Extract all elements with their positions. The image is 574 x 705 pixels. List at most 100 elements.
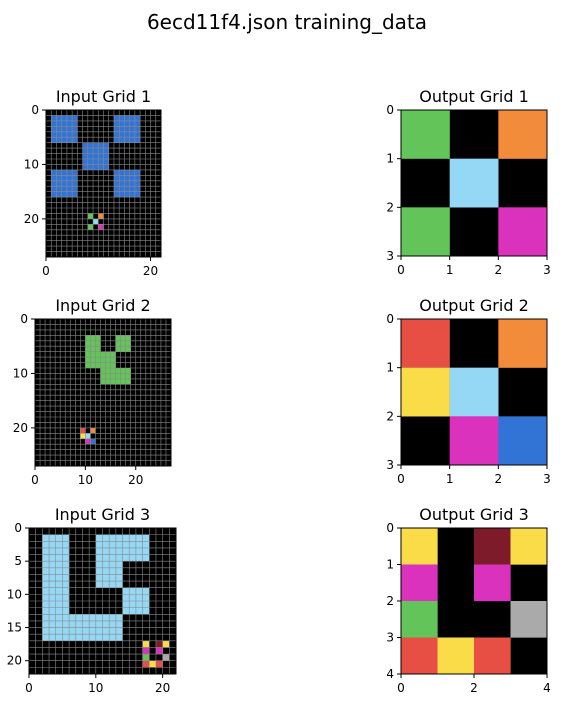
grid-cell (61, 191, 68, 198)
grid-cell (142, 594, 150, 602)
grid-cell (69, 627, 76, 635)
grid-cell (51, 120, 57, 127)
grid-cell (98, 142, 104, 149)
grid-cell (100, 362, 106, 369)
grid-cell (62, 581, 70, 588)
x-tick-label: 20 (155, 681, 170, 695)
grid-cell (72, 115, 78, 122)
grid-cell (55, 614, 63, 622)
grid-cell (105, 351, 111, 358)
grid-cell (142, 547, 150, 555)
grid-cell (87, 159, 94, 165)
grid-cell (113, 180, 120, 187)
y-tick-label: 5 (14, 554, 22, 568)
grid-cell (90, 357, 96, 363)
grid-cell (135, 607, 143, 615)
grid-cell (42, 601, 50, 608)
grid-cell (105, 378, 111, 385)
grid-cell (100, 357, 106, 363)
grid-cell (56, 131, 62, 138)
grid-cell (113, 137, 120, 143)
grid-cell (142, 647, 150, 655)
grid-cell (129, 120, 136, 127)
grid-cell (103, 164, 109, 171)
grid-cell (55, 567, 63, 575)
y-tick-label: 0 (20, 312, 28, 326)
grid-cell (42, 587, 50, 595)
grid-cell (125, 335, 131, 341)
grid-cell (61, 180, 68, 187)
grid-cell (51, 131, 57, 138)
panel-title: Output Grid 1 (419, 87, 529, 106)
grid-cell (119, 175, 125, 181)
grid-cell (119, 191, 125, 198)
grid-cell (75, 627, 83, 635)
grid-cell (134, 115, 141, 122)
grid-cell (87, 153, 94, 160)
grid-cell (69, 634, 76, 641)
grid-cell (62, 614, 70, 622)
grid-cell (129, 115, 136, 122)
grid-cell (87, 224, 94, 230)
grid-cell (115, 335, 121, 341)
grid-cell (110, 351, 116, 358)
grid-cell (103, 159, 109, 165)
grid-cell (95, 574, 103, 582)
grid-cell (115, 567, 123, 575)
grid-cell (119, 137, 125, 143)
x-tick-label: 3 (543, 263, 551, 277)
grid-cell (129, 175, 136, 181)
grid-cells (401, 319, 548, 466)
grid-cell (129, 191, 136, 198)
grid-cell (122, 547, 130, 555)
grid-cell (95, 362, 101, 369)
grid-cell (115, 561, 123, 568)
grid-cell (66, 175, 73, 181)
grid-cell (109, 614, 117, 622)
grid-cell (42, 561, 50, 568)
grid-cell (134, 169, 141, 176)
grid-cell (109, 574, 117, 582)
grid-cell (102, 567, 110, 575)
grid-cell (124, 137, 130, 143)
grid-cell (129, 601, 137, 608)
grid-cell (56, 186, 62, 192)
grid-cell (69, 614, 76, 622)
grid-cell (98, 148, 104, 154)
grid-cell (124, 120, 130, 127)
grid-cell (89, 620, 96, 628)
grid-cell (129, 186, 136, 192)
grid-cell (55, 620, 63, 628)
grid-cell (55, 574, 63, 582)
grid-cell (95, 534, 103, 542)
grid-cell (61, 115, 68, 122)
grid-cell (82, 164, 88, 171)
grid-cell (55, 547, 63, 555)
grid-cell (120, 378, 126, 385)
grid-cell (100, 373, 106, 380)
grid-cell (129, 547, 137, 555)
y-tick-label: 1 (386, 152, 394, 166)
grid-cell (135, 601, 143, 608)
grid-cell (62, 601, 70, 608)
grid-cell (85, 438, 91, 445)
grid-cell (90, 351, 96, 358)
grid-background (35, 319, 171, 466)
grid-cell (510, 601, 548, 638)
grid-cell (155, 640, 163, 648)
panel-title: Input Grid 2 (55, 296, 150, 315)
grid-cell (125, 340, 131, 347)
grid-cell (49, 607, 56, 615)
grid-cell (49, 567, 56, 575)
x-tick-label: 20 (143, 264, 158, 278)
x-tick-label: 10 (88, 681, 103, 695)
grid-cell (95, 561, 103, 568)
grid-cell (93, 164, 99, 171)
grid-cell (49, 534, 56, 542)
grid-cell (80, 433, 86, 439)
grid-cell (135, 547, 143, 555)
grid-cell (449, 416, 499, 466)
grid-cell (134, 126, 141, 132)
grid-cell (122, 587, 130, 595)
grid-panel-1: Input Grid 1 0 20 0 10 20 (24, 87, 162, 278)
